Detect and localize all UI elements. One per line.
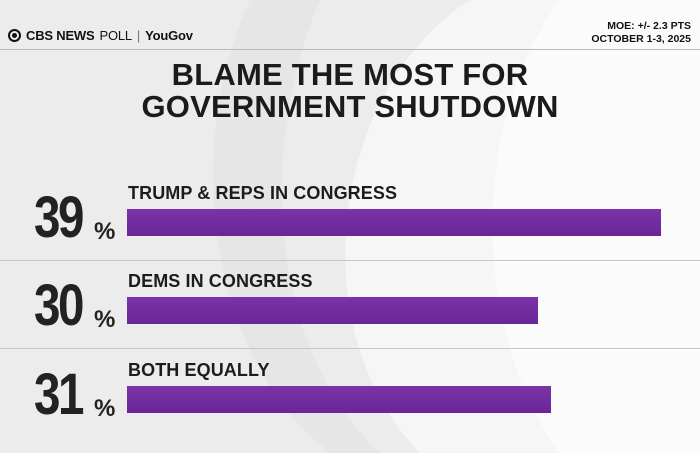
brand-logo: CBS NEWS POLL | YouGov	[8, 28, 193, 43]
percent-sign: %	[94, 218, 116, 245]
bar	[127, 386, 552, 413]
poll-dates: OCTOBER 1-3, 2025	[591, 33, 691, 45]
data-label: 30%	[34, 269, 115, 335]
percent-sign: %	[94, 395, 116, 422]
brand-poll: POLL	[99, 28, 132, 43]
margin-of-error: MOE: +/- 2.3 PTS	[607, 20, 691, 32]
category-label: TRUMP & REPS IN CONGRESS	[128, 183, 398, 203]
brand-partner: YouGov	[145, 28, 193, 43]
row-divider	[0, 260, 700, 261]
category-label: BOTH EQUALLY	[128, 360, 270, 380]
chart-title-line-1: BLAME THE MOST FOR	[171, 57, 529, 92]
data-label-value: 30	[34, 273, 84, 338]
data-label: 39%	[34, 181, 115, 247]
category-label: DEMS IN CONGRESS	[128, 271, 313, 291]
bar	[127, 209, 661, 236]
brand-name: CBS NEWS	[26, 28, 95, 43]
bar	[127, 297, 538, 324]
chart-row: 30% DEMS IN CONGRESS	[0, 269, 700, 339]
data-label-value: 39	[34, 185, 84, 250]
data-label-value: 31	[34, 362, 84, 427]
poll-meta: MOE: +/- 2.3 PTS OCTOBER 1-3, 2025	[591, 20, 691, 46]
brand-separator: |	[136, 28, 141, 43]
chart-row: 31% BOTH EQUALLY	[0, 358, 700, 428]
cbs-eye-icon	[8, 29, 21, 42]
header-divider	[0, 49, 700, 50]
percent-sign: %	[94, 306, 116, 333]
chart-title-line-2: GOVERNMENT SHUTDOWN	[141, 89, 559, 124]
chart-row: 39% TRUMP & REPS IN CONGRESS	[0, 181, 700, 251]
chart-title: BLAME THE MOST FOR GOVERNMENT SHUTDOWN	[0, 59, 700, 123]
data-label: 31%	[34, 358, 115, 424]
row-divider	[0, 348, 700, 349]
